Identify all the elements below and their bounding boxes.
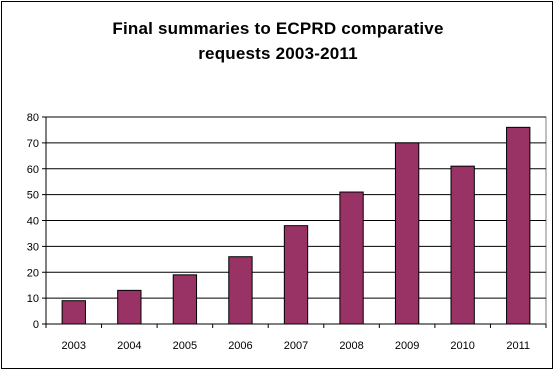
x-tick-label: 2003 <box>62 340 86 352</box>
y-tick-label: 50 <box>27 190 39 202</box>
bar-2006 <box>228 256 253 325</box>
y-tick-label: 0 <box>33 319 39 331</box>
bar-2010 <box>450 165 475 325</box>
chart-title: Final summaries to ECPRD comparative req… <box>0 16 556 66</box>
chart-title-line-2: requests 2003-2011 <box>198 44 358 63</box>
x-tick-label: 2005 <box>173 340 197 352</box>
y-tick-label: 60 <box>27 164 39 176</box>
bar-2007 <box>283 225 309 325</box>
axes <box>42 116 547 328</box>
y-tick-label: 40 <box>27 216 39 228</box>
x-tick-label: 2011 <box>506 340 530 352</box>
x-tick-label: 2007 <box>284 340 308 352</box>
x-tick-label: 2008 <box>339 340 363 352</box>
y-tick-label: 70 <box>27 138 39 150</box>
x-tick-label: 2004 <box>117 340 141 352</box>
x-tick-label: 2006 <box>228 340 252 352</box>
x-tick-labels: 2003 2004 2005 2006 2007 2008 2009 2010 2011 <box>62 340 531 352</box>
bar-2005 <box>172 274 198 325</box>
x-tick-label: 2009 <box>395 340 419 352</box>
x-tick-label: 2010 <box>450 340 474 352</box>
bar-2011 <box>506 126 531 325</box>
bar-2009 <box>394 142 420 325</box>
chart-title-line-1: Final summaries to ECPRD comparative <box>112 19 444 38</box>
bar-2008 <box>339 191 364 325</box>
bar-2003 <box>61 300 86 325</box>
y-tick-label: 30 <box>27 241 39 253</box>
y-tick-label: 20 <box>27 267 39 279</box>
y-tick-label: 80 <box>27 112 39 124</box>
bar-2004 <box>117 289 142 325</box>
y-tick-labels: 0 10 20 30 40 50 60 70 80 <box>27 112 39 331</box>
y-tick-label: 10 <box>27 293 39 305</box>
